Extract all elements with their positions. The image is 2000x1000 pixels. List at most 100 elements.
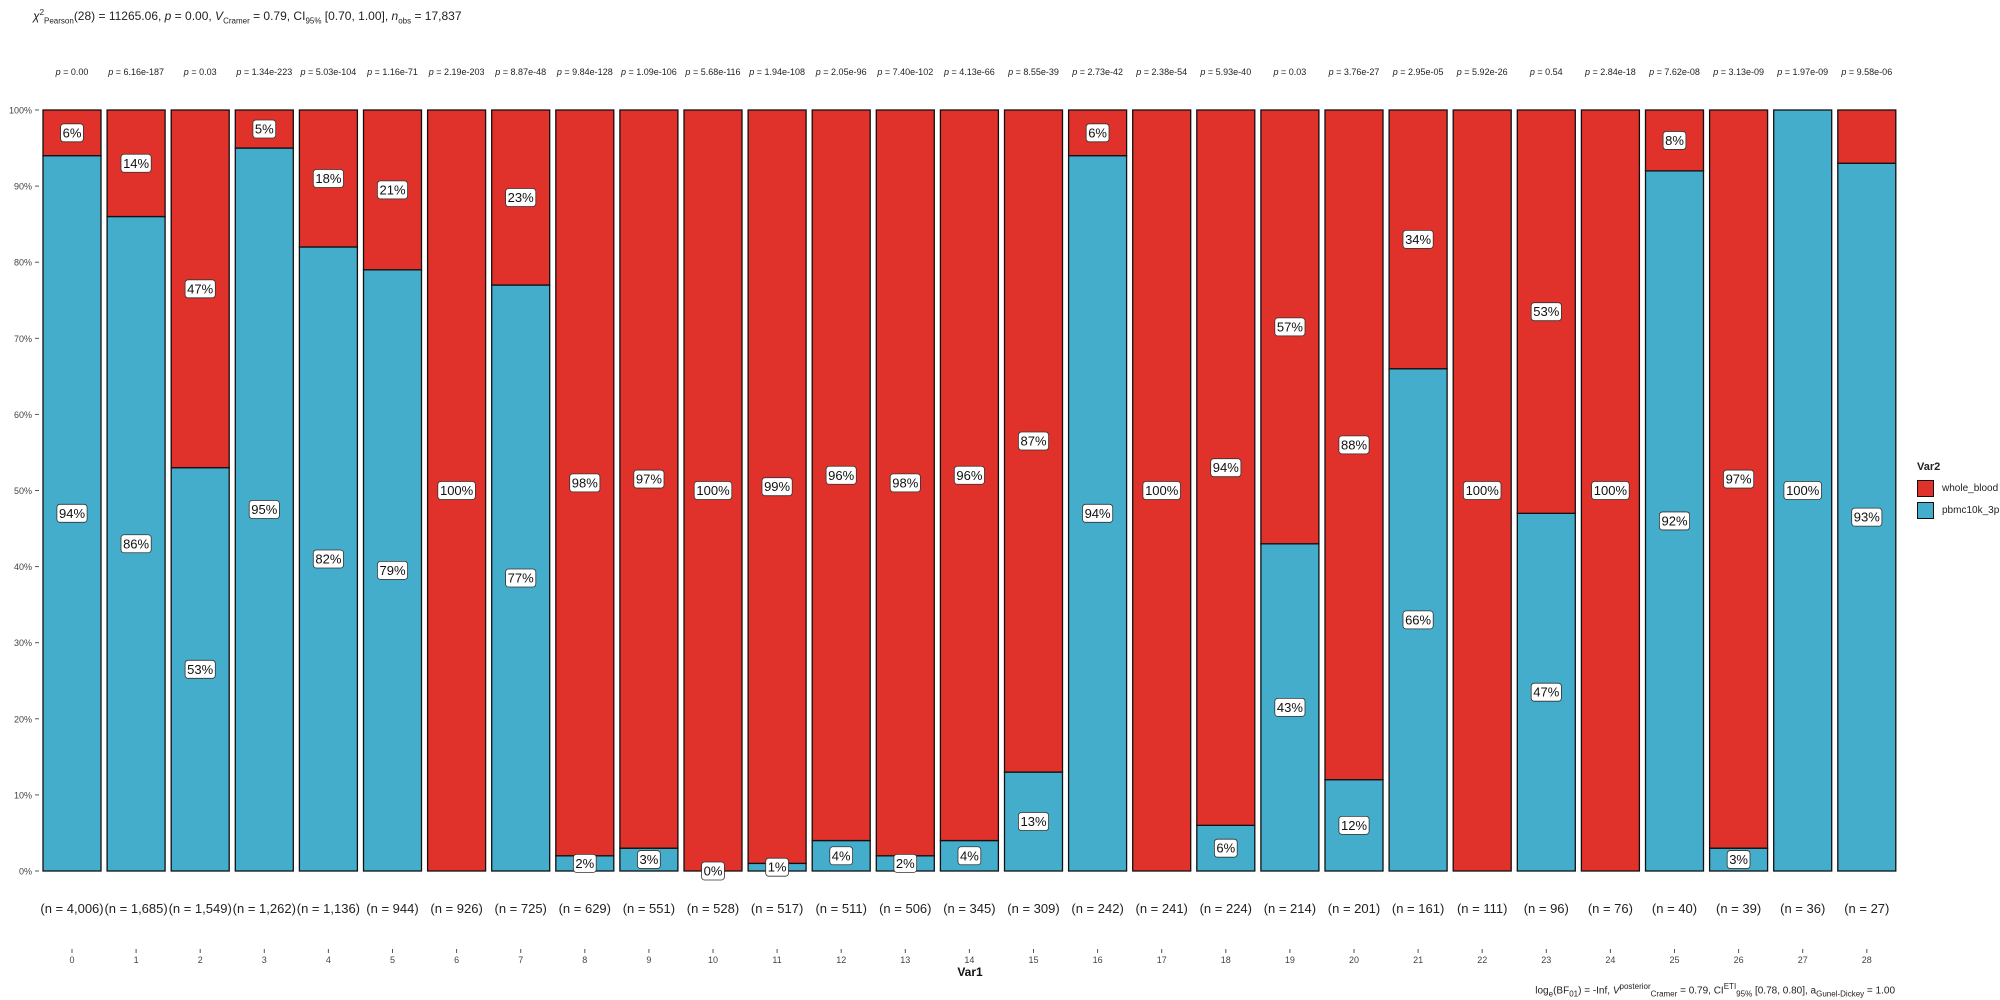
data-label-pbmc10k_3p: 92%: [1659, 511, 1691, 531]
legend-item-pbmc10k-3p: pbmc10k_3p: [1917, 501, 1999, 519]
data-label-pbmc10k_3p-box: [1726, 850, 1751, 869]
data-label-pbmc10k_3p: 4%: [957, 846, 982, 866]
chart-title: χ2Pearson(28) = 11265.06, p = 0.00, VCra…: [33, 8, 462, 26]
data-label-pbmc10k_3p: 95%: [248, 500, 280, 519]
p-value-label: p = 8.87e-48: [494, 67, 546, 77]
x-tick-label: 11: [772, 955, 781, 965]
data-label-pbmc10k_3p-box: [1338, 815, 1370, 835]
data-label-pbmc10k_3p-text: 79%: [379, 563, 405, 578]
data-label-pbmc10k_3p-box: [1214, 838, 1238, 858]
data-label-whole_blood-text: 47%: [187, 281, 213, 296]
x-tick-label: 12: [836, 955, 846, 965]
data-label-whole_blood-text: 34%: [1405, 232, 1431, 247]
data-label-pbmc10k_3p-text: 92%: [1661, 513, 1687, 528]
legend-item-whole-blood: whole_blood: [1917, 479, 1999, 497]
count-label: (n = 201): [1328, 901, 1380, 916]
x-axis-title: Var1: [957, 965, 983, 979]
data-label-pbmc10k_3p-box: [1018, 812, 1050, 831]
data-label-whole_blood: 18%: [312, 169, 344, 188]
data-label-pbmc10k_3p-text: 6%: [1216, 841, 1235, 856]
data-label-whole_blood-text: 94%: [1213, 460, 1239, 475]
p-value-label: p = 5.03e-104: [299, 67, 356, 77]
data-label-whole_blood-text: 100%: [696, 483, 730, 498]
data-label-pbmc10k_3p-text: 43%: [1277, 700, 1303, 715]
data-label-whole_blood-box: [252, 119, 277, 139]
p-value-label: p = 1.34e-223: [235, 67, 292, 77]
data-label-whole_blood-text: 97%: [1726, 472, 1752, 487]
x-tick-label: 9: [646, 955, 651, 965]
data-label-pbmc10k_3p-box: [701, 861, 725, 881]
y-tick-label: 40%: [14, 562, 32, 572]
p-value-label: p = 4.13e-66: [943, 67, 995, 77]
data-label-whole_blood-text: 88%: [1341, 437, 1367, 452]
p-value-label: p = 9.58e-06: [1840, 67, 1892, 77]
data-label-whole_blood-box: [889, 473, 921, 493]
data-label-pbmc10k_3p-box: [829, 846, 853, 866]
p-value-label: p = 0.03: [183, 67, 217, 77]
data-label-whole_blood: 23%: [505, 188, 537, 207]
data-label-pbmc10k_3p-text: 95%: [251, 502, 277, 517]
x-tick-label: 1: [134, 955, 139, 965]
data-label-whole_blood-text: 23%: [508, 190, 534, 205]
data-label-whole_blood-box: [505, 188, 537, 207]
count-label: (n = 1,136): [297, 901, 360, 916]
data-label-pbmc10k_3p: 66%: [1402, 610, 1434, 630]
data-label-pbmc10k_3p: 43%: [1274, 697, 1306, 717]
count-label: (n = 506): [879, 901, 931, 916]
count-label: (n = 214): [1264, 901, 1316, 916]
p-value-label: p = 3.13e-09: [1712, 67, 1764, 77]
x-tick-label: 22: [1477, 955, 1487, 965]
chart-caption: loge(BF01) = -Inf, VposteriorCramer = 0.…: [1535, 982, 1895, 999]
data-label-pbmc10k_3p-text: 2%: [575, 856, 594, 871]
data-label-pbmc10k_3p-text: 4%: [832, 848, 851, 863]
data-label-pbmc10k_3p: 86%: [120, 534, 152, 554]
count-label: (n = 40): [1652, 901, 1697, 916]
data-label-pbmc10k_3p-box: [1274, 697, 1306, 717]
data-label-pbmc10k_3p-box: [1402, 610, 1434, 630]
count-label: (n = 528): [687, 901, 739, 916]
data-label-whole_blood-text: 99%: [764, 479, 790, 494]
data-label-whole_blood: 97%: [1723, 469, 1755, 489]
count-label: (n = 944): [366, 901, 418, 916]
data-label-whole_blood: 100%: [1591, 481, 1630, 500]
data-label-whole_blood-text: 18%: [315, 171, 341, 186]
legend: Var2 whole_blood pbmc10k_3p: [1917, 461, 1999, 523]
data-label-pbmc10k_3p-box: [184, 659, 216, 679]
p-value-label: p = 7.62e-08: [1648, 67, 1700, 77]
count-label: (n = 36): [1780, 901, 1825, 916]
count-label: (n = 725): [494, 901, 546, 916]
x-tick-label: 24: [1605, 955, 1615, 965]
y-tick-label: 0%: [19, 867, 32, 877]
data-label-whole_blood: 87%: [1018, 431, 1050, 451]
count-label: (n = 96): [1524, 901, 1569, 916]
data-label-pbmc10k_3p-box: [120, 534, 152, 554]
data-label-whole_blood: 6%: [1085, 123, 1110, 143]
data-label-whole_blood-text: 5%: [255, 122, 274, 137]
data-label-whole_blood-text: 100%: [1594, 483, 1628, 498]
data-label-pbmc10k_3p-text: 0%: [704, 864, 723, 879]
y-tick-label: 10%: [14, 790, 32, 800]
x-tick-label: 13: [900, 955, 910, 965]
legend-swatch-whole-blood: [1917, 479, 1934, 497]
data-label-pbmc10k_3p-box: [1851, 507, 1883, 527]
count-label: (n = 309): [1007, 901, 1059, 916]
count-label: (n = 629): [559, 901, 611, 916]
count-label: (n = 551): [623, 901, 675, 916]
p-value-label: p = 7.40e-102: [876, 67, 933, 77]
data-label-pbmc10k_3p: 53%: [184, 659, 216, 679]
data-label-pbmc10k_3p-text: 2%: [896, 856, 915, 871]
data-label-whole_blood: 100%: [1142, 481, 1181, 500]
p-value-label: p = 1.16e-71: [366, 67, 418, 77]
data-label-whole_blood-box: [761, 477, 793, 497]
data-label-pbmc10k_3p-text: 82%: [315, 551, 341, 566]
data-label-pbmc10k_3p: 3%: [637, 850, 661, 869]
data-label-whole_blood: 53%: [1530, 302, 1562, 322]
y-tick-label: 30%: [14, 638, 32, 648]
legend-title: Var2: [1917, 461, 1941, 473]
data-label-whole_blood-text: 87%: [1020, 434, 1046, 449]
data-label-whole_blood-text: 98%: [572, 475, 598, 490]
data-label-whole_blood-text: 53%: [1533, 304, 1559, 319]
count-label: (n = 1,549): [169, 901, 232, 916]
x-tick-label: 5: [390, 955, 395, 965]
data-label-whole_blood-text: 98%: [892, 475, 918, 490]
